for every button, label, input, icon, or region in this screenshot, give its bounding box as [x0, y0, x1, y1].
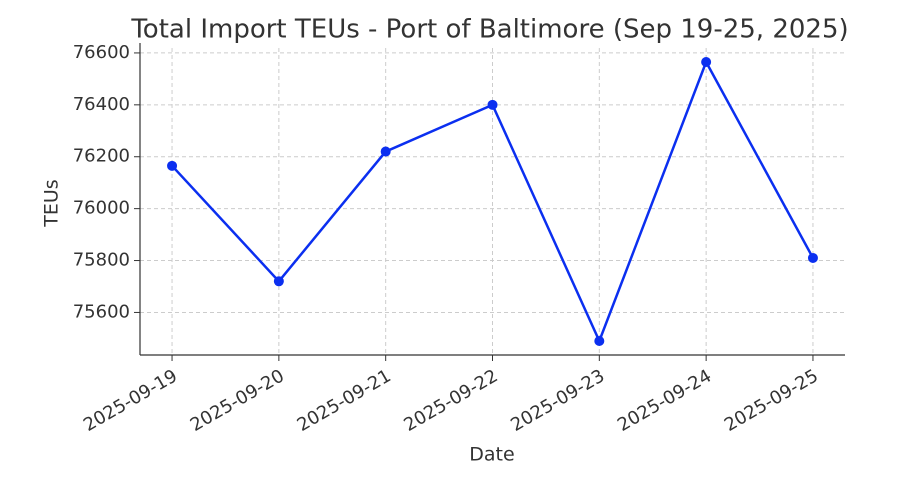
y-tick-label: 76200 — [73, 146, 130, 167]
point — [380, 146, 391, 157]
x-tick-label: 2025-09-20 — [187, 365, 288, 435]
point — [273, 276, 284, 287]
y-tick-label: 76600 — [73, 42, 130, 63]
point — [167, 160, 178, 171]
x-tick-label: 2025-09-21 — [294, 365, 395, 435]
x-tick-label: 2025-09-23 — [507, 365, 608, 435]
y-axis-label: TEUs — [41, 179, 63, 227]
chart-title: Total Import TEUs - Port of Baltimore (S… — [130, 15, 848, 45]
y-tick-label: 75600 — [73, 301, 130, 322]
point — [594, 335, 605, 346]
y-tick-label: 75800 — [73, 250, 130, 271]
x-tick-label: 2025-09-19 — [80, 365, 181, 435]
x-tick-label: 2025-09-22 — [400, 365, 501, 435]
y-tick-label: 76400 — [73, 94, 130, 115]
point — [701, 57, 712, 68]
x-axis-label: Date — [469, 444, 514, 466]
x-tick-label: 2025-09-24 — [614, 365, 715, 435]
y-tick-label: 76000 — [73, 198, 130, 219]
point — [807, 252, 818, 263]
x-tick-label: 2025-09-25 — [721, 365, 822, 435]
point — [487, 99, 498, 110]
